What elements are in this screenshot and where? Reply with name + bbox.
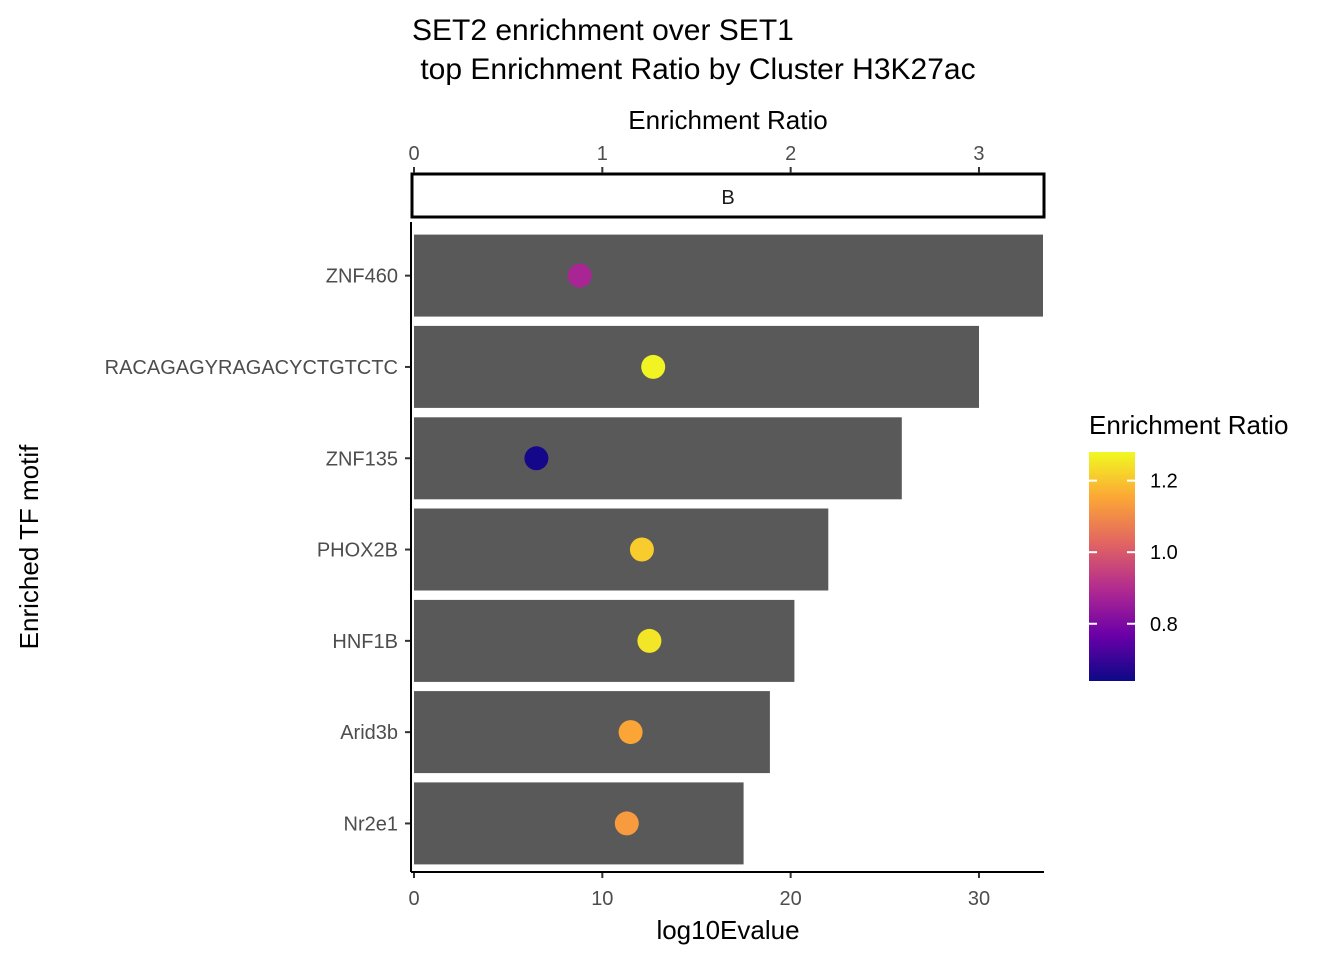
x-tick-label: 30 <box>968 888 990 910</box>
x2-tick-label: 1 <box>597 143 608 165</box>
point-hnf1b <box>637 628 662 653</box>
point-phox2b <box>629 537 654 562</box>
legend-ticks: 0.8 1.0 1.2 <box>1089 471 1178 636</box>
x-axis-ticks: 0 10 20 30 <box>408 872 990 910</box>
points-group <box>524 263 666 836</box>
x2-tick-label: 2 <box>785 143 796 165</box>
bar-hnf1b <box>414 599 795 682</box>
bar-nr2e1 <box>414 782 744 865</box>
legend-tick-label: 1.0 <box>1150 542 1178 564</box>
facet-strip-label: B <box>721 187 734 209</box>
bar-phox2b <box>414 508 829 591</box>
point-znf135 <box>524 446 549 471</box>
facet-strip <box>410 172 1046 219</box>
x2-tick-label: 0 <box>408 143 419 165</box>
x-tick-label: 0 <box>408 888 419 910</box>
point-nr2e1 <box>614 811 639 836</box>
legend-title: Enrichment Ratio <box>1089 410 1288 440</box>
x2-axis-ticks: 0 1 2 3 <box>408 143 985 173</box>
y-tick-label: HNF1B <box>332 631 398 653</box>
bar-arid3b <box>414 691 770 774</box>
y-tick-label: Nr2e1 <box>344 813 398 835</box>
x-tick-label: 20 <box>780 888 802 910</box>
y-tick-label: ZNF135 <box>326 448 398 470</box>
point-racagagyragacyctgtctc <box>641 354 666 379</box>
legend-tick-label: 0.8 <box>1150 614 1178 636</box>
bar-racagagyragacyctgtctc <box>414 325 979 408</box>
bars-group <box>414 234 1043 865</box>
y-tick-label: Arid3b <box>340 722 398 744</box>
x2-axis-title: Enrichment Ratio <box>628 105 827 135</box>
y-axis-ticks: ZNF460 RACAGAGYRAGACYCTGTCTC ZNF135 PHOX2B H… <box>105 266 411 835</box>
chart-title-line1: SET2 enrichment over SET1 <box>412 14 794 47</box>
bar-znf460 <box>414 234 1043 317</box>
y-axis-title: Enriched TF motif <box>14 444 44 649</box>
y-tick-label: PHOX2B <box>317 540 398 562</box>
y-tick-label: ZNF460 <box>326 266 398 288</box>
point-arid3b <box>618 720 643 745</box>
point-znf460 <box>567 263 592 288</box>
x-tick-label: 10 <box>591 888 613 910</box>
legend-tick-label: 1.2 <box>1150 471 1178 493</box>
x2-tick-label: 3 <box>973 143 984 165</box>
y-tick-label: RACAGAGYRAGACYCTGTCTC <box>105 357 398 379</box>
x-axis-title: log10Evalue <box>656 915 799 945</box>
chart-title-line2: top Enrichment Ratio by Cluster H3K27ac <box>412 53 976 86</box>
bar-znf135 <box>414 417 902 500</box>
legend-colorbar <box>1089 452 1135 681</box>
